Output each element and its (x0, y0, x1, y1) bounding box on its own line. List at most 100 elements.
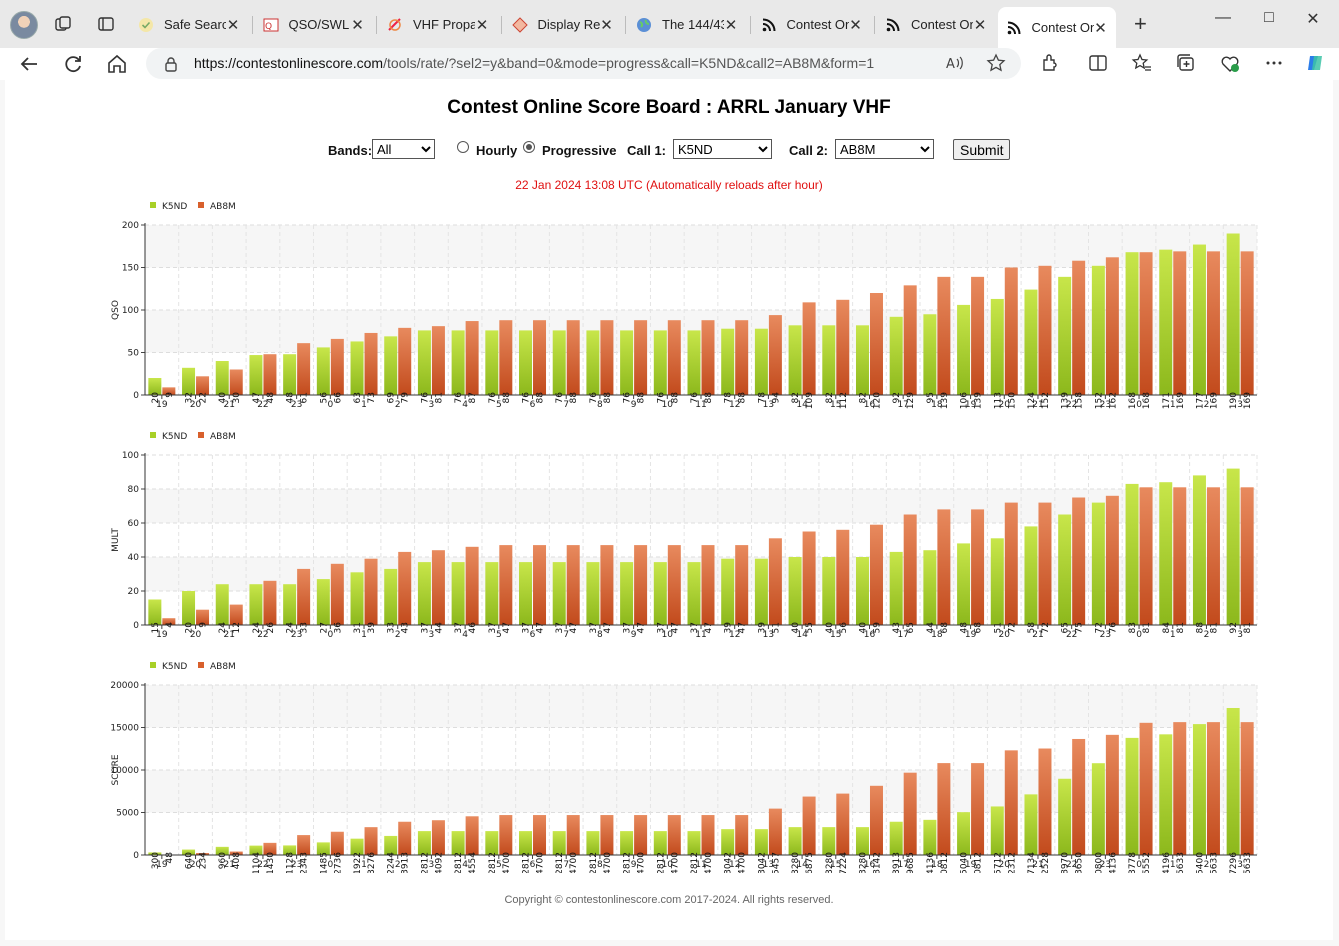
close-window-button[interactable]: ✕ (1306, 11, 1320, 28)
call1-select[interactable]: K5ND (673, 139, 772, 159)
home-icon[interactable] (105, 52, 129, 76)
bar-k5nd (586, 562, 600, 625)
data-label-ab8m: 12 (232, 622, 242, 633)
bar-ab8m (533, 545, 547, 625)
x-tick-label: 9 (631, 630, 637, 640)
favorites-icon[interactable] (1131, 52, 1153, 74)
legend-label-k5nd: K5ND (162, 662, 187, 672)
x-tick-label: 20 (999, 400, 1011, 410)
browser-tab[interactable]: Contest On ✕ (753, 9, 871, 40)
y-tick-label: 200 (122, 221, 139, 231)
maximize-button[interactable]: □ (1264, 9, 1274, 26)
more-menu-icon[interactable] (1263, 52, 1285, 74)
close-tab-icon[interactable]: ✕ (226, 16, 240, 34)
browser-tab[interactable]: VHF Propag✕ (379, 9, 497, 40)
submit-button[interactable]: Submit (953, 139, 1010, 160)
bar-k5nd (1024, 289, 1038, 395)
new-tab-button[interactable]: + (1134, 11, 1147, 36)
close-tab-icon[interactable]: ✕ (351, 16, 364, 34)
bar-k5nd (586, 330, 600, 395)
split-screen-icon[interactable] (1087, 52, 1109, 74)
extensions-icon[interactable] (1039, 52, 1061, 74)
data-label-k5nd: 48 (286, 392, 296, 404)
bar-k5nd (519, 831, 533, 855)
data-label-k5nd: 10800 (1094, 852, 1104, 873)
data-label-k5nd: 78 (757, 392, 767, 404)
data-label-k5nd: 44 (926, 622, 936, 634)
favorite-star-icon[interactable] (985, 52, 1007, 74)
close-tab-icon[interactable]: ✕ (600, 16, 613, 34)
data-label-k5nd: 37 (488, 622, 498, 633)
back-icon[interactable] (17, 52, 41, 76)
hourly-radio[interactable] (457, 141, 469, 153)
close-tab-icon[interactable]: ✕ (849, 16, 862, 34)
browser-tab[interactable]: Contest On ✕ (877, 9, 995, 40)
bar-ab8m (431, 326, 445, 395)
bar-k5nd (384, 336, 398, 395)
tab-actions-icon[interactable] (96, 14, 116, 34)
tab-separator (749, 16, 751, 34)
tab-separator (376, 16, 377, 34)
bar-ab8m (937, 509, 951, 625)
close-tab-icon[interactable]: ✕ (724, 16, 738, 34)
bar-ab8m (1240, 487, 1254, 625)
bar-ab8m (1206, 251, 1220, 395)
call2-select[interactable]: AB8M (835, 139, 934, 159)
data-label-ab8m: 68 (940, 622, 950, 634)
bar-k5nd (1226, 707, 1240, 855)
data-label-k5nd: 37 (454, 622, 464, 633)
data-label-k5nd: 2812 (623, 852, 633, 873)
data-label-ab8m: 72 (1007, 622, 1017, 633)
browser-tab[interactable]: Contest On ✕ (997, 7, 1116, 48)
bar-k5nd (148, 852, 162, 855)
bar-ab8m (431, 550, 445, 625)
x-tick-label: 8 (597, 860, 603, 870)
x-tick-label: 3 (1237, 860, 1243, 870)
data-label-ab8m: 6875 (805, 852, 815, 873)
data-label-k5nd: 15400 (1195, 852, 1205, 873)
close-tab-icon[interactable]: ✕ (973, 16, 987, 34)
browser-tab[interactable]: The 144/43 ✕ (628, 9, 746, 40)
x-tick-label: 23 (1100, 630, 1111, 640)
collections-icon[interactable] (1175, 52, 1197, 74)
bar-ab8m (566, 815, 580, 855)
x-tick-label: 14 (796, 400, 808, 410)
data-label-ab8m: 47 (637, 622, 647, 633)
browser-essentials-icon[interactable] (1219, 52, 1241, 74)
bar-k5nd (316, 842, 330, 855)
tab-title: Contest On (1031, 20, 1094, 35)
x-tick-label: 1 (1170, 860, 1176, 870)
progressive-radio[interactable] (523, 141, 535, 153)
x-tick-label: 3 (1237, 630, 1243, 640)
tab-title: VHF Propag (413, 17, 475, 32)
data-label-ab8m: 48 (266, 392, 276, 404)
tab-separator (251, 16, 253, 34)
read-aloud-icon[interactable]: A (943, 52, 965, 74)
refresh-icon[interactable] (61, 52, 85, 76)
address-bar[interactable]: https://contestonlinescore.com/tools/rat… (146, 48, 1021, 79)
bands-select[interactable]: All (372, 139, 435, 159)
bar-ab8m (971, 763, 985, 855)
data-label-ab8m: 139 (940, 392, 950, 409)
close-tab-icon[interactable]: ✕ (475, 16, 489, 34)
data-label-ab8m: 8142 (872, 852, 882, 873)
x-tick-label: 22 (1066, 400, 1077, 410)
copilot-icon[interactable] (1304, 52, 1326, 74)
profile-avatar[interactable] (10, 11, 38, 39)
browser-tab[interactable]: Q QSO/SWL ✕ (255, 9, 373, 40)
browser-tab[interactable]: Safe Search✕ (130, 9, 248, 40)
lock-icon[interactable] (164, 56, 178, 72)
data-label-ab8m: 44 (434, 622, 444, 634)
bar-ab8m (1173, 251, 1187, 395)
minimize-button[interactable]: — (1215, 9, 1231, 26)
workspaces-icon[interactable] (53, 14, 73, 34)
data-label-k5nd: 32 (185, 392, 195, 403)
bar-k5nd (754, 829, 768, 855)
bar-k5nd (1226, 233, 1240, 395)
close-tab-icon[interactable]: ✕ (1094, 19, 1107, 37)
browser-tab[interactable]: Display Rec✕ (504, 9, 622, 40)
data-label-k5nd: 1128 (286, 852, 296, 873)
bar-ab8m (229, 851, 243, 855)
data-label-ab8m: 3913 (401, 852, 411, 873)
bar-ab8m (330, 831, 344, 855)
